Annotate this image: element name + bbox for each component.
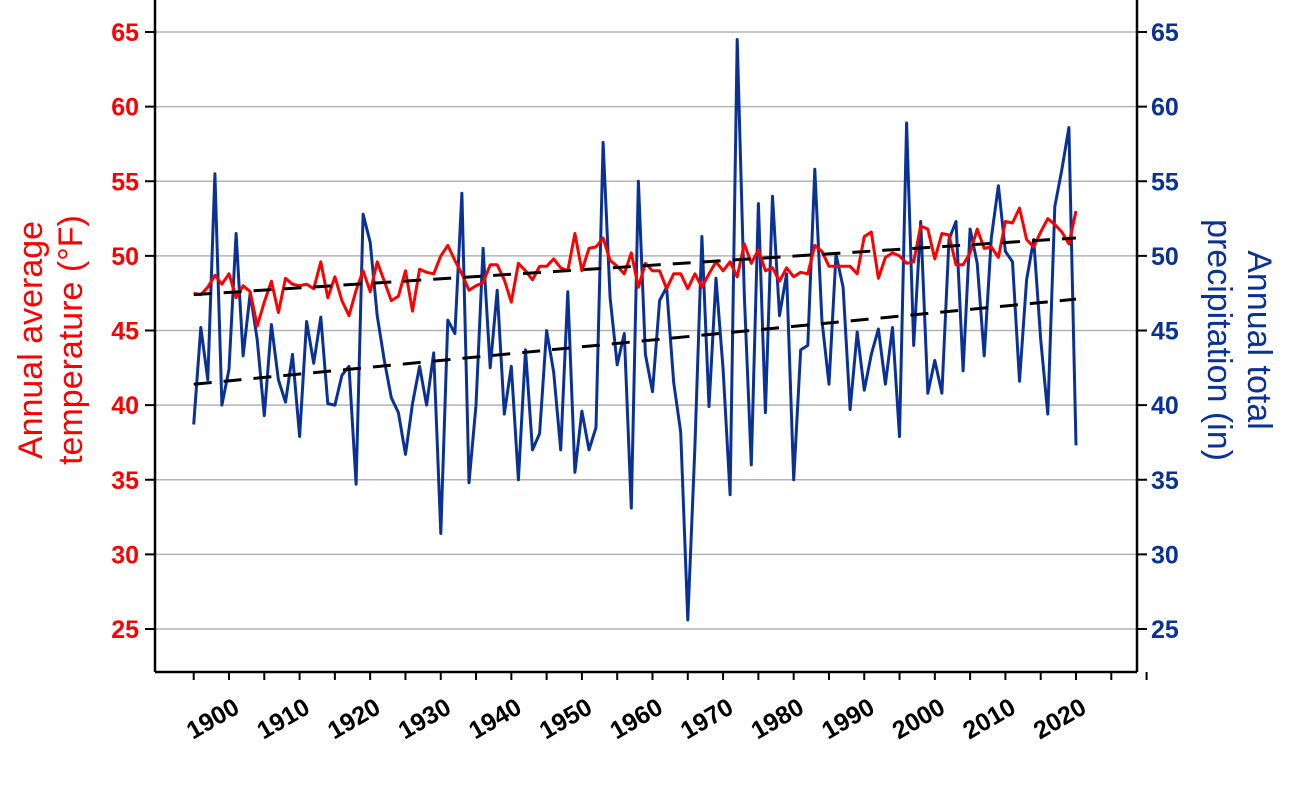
x-tick-label: 1920 bbox=[323, 693, 385, 745]
right-y-tick-label: 55 bbox=[1151, 168, 1179, 196]
left-y-tick-label: 30 bbox=[111, 541, 139, 569]
left-y-tick-label: 50 bbox=[111, 243, 139, 271]
left-y-tick-label: 40 bbox=[111, 392, 139, 420]
left-y-tick-label: 55 bbox=[111, 168, 139, 196]
right-y-tick-label: 25 bbox=[1151, 616, 1179, 644]
x-tick-label: 1940 bbox=[464, 693, 526, 745]
x-tick-label: 1980 bbox=[746, 693, 808, 745]
right-y-tick-label: 50 bbox=[1151, 243, 1179, 271]
series-lines bbox=[192, 38, 1078, 622]
right-axis-title-line2: precipitation (in) bbox=[1200, 219, 1238, 461]
axes bbox=[145, 0, 1148, 680]
left-y-tick-label: 65 bbox=[111, 19, 139, 47]
right-y-tick-label: 40 bbox=[1151, 392, 1179, 420]
right-y-tick-label: 60 bbox=[1151, 94, 1179, 122]
right-y-tick-label: 35 bbox=[1151, 467, 1179, 495]
trend-lines bbox=[193, 236, 1077, 386]
left-y-tick-label: 60 bbox=[111, 94, 139, 122]
left-y-tick-label: 35 bbox=[111, 467, 139, 495]
precipitation-line bbox=[192, 38, 1078, 622]
x-tick-label: 2020 bbox=[1029, 693, 1091, 745]
temperature-trend-line bbox=[193, 236, 1077, 297]
right-y-tick-label: 65 bbox=[1151, 19, 1179, 47]
right-y-tick-label: 45 bbox=[1151, 318, 1179, 346]
x-tick-label: 1990 bbox=[817, 693, 879, 745]
x-tick-label: 1900 bbox=[182, 693, 244, 745]
gridlines bbox=[155, 31, 1137, 630]
x-tick-label: 1960 bbox=[605, 693, 667, 745]
temperature-line bbox=[193, 206, 1078, 328]
left-y-tick-label: 45 bbox=[111, 318, 139, 346]
left-y-tick-label: 25 bbox=[111, 616, 139, 644]
x-tick-label: 1910 bbox=[252, 693, 314, 745]
x-tick-label: 2010 bbox=[958, 693, 1020, 745]
x-tick-label: 2000 bbox=[888, 693, 950, 745]
right-y-tick-label: 30 bbox=[1151, 541, 1179, 569]
x-tick-label: 1970 bbox=[676, 693, 738, 745]
left-axis-title-line2: temperature (°F) bbox=[52, 215, 90, 465]
x-tick-label: 1930 bbox=[394, 693, 456, 745]
x-tick-label: 1950 bbox=[535, 693, 597, 745]
left-axis-title-line1: Annual average bbox=[12, 221, 50, 459]
right-axis-title-line1: Annual total bbox=[1240, 250, 1278, 430]
